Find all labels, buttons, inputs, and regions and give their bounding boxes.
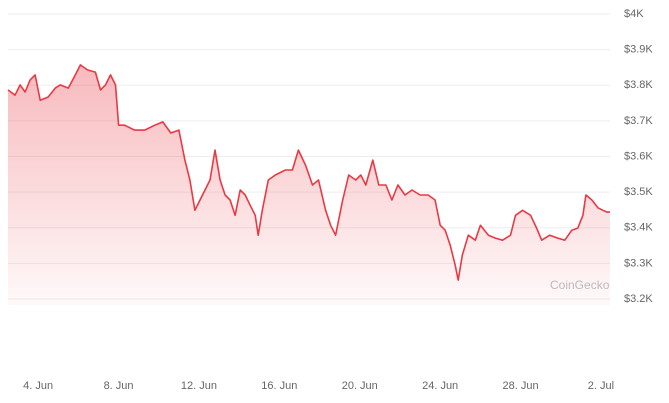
x-tick-label: 28. Jun <box>503 380 539 392</box>
y-tick-label: $3.6K <box>624 150 653 162</box>
watermark: CoinGecko <box>550 278 610 292</box>
x-tick-label: 4. Jun <box>23 380 53 392</box>
x-tick-label: 12. Jun <box>181 380 217 392</box>
y-tick-label: $4K <box>624 8 644 20</box>
area <box>8 64 610 306</box>
x-tick-label: 16. Jun <box>261 380 297 392</box>
y-tick-label: $3.9K <box>624 44 653 56</box>
x-tick-label: 8. Jun <box>104 380 134 392</box>
x-tick-label: 20. Jun <box>342 380 378 392</box>
y-tick-label: $3.4K <box>624 222 653 234</box>
y-tick-label: $3.7K <box>624 115 653 127</box>
x-tick-label: 24. Jun <box>422 380 458 392</box>
y-tick-label: $3.3K <box>624 257 653 269</box>
y-tick-label: $3.5K <box>624 186 653 198</box>
x-tick-label: 2. Jul <box>588 380 614 392</box>
y-tick-label: $3.8K <box>624 79 653 91</box>
price-line <box>7 64 610 281</box>
y-tick-label: $3.2K <box>624 293 653 305</box>
